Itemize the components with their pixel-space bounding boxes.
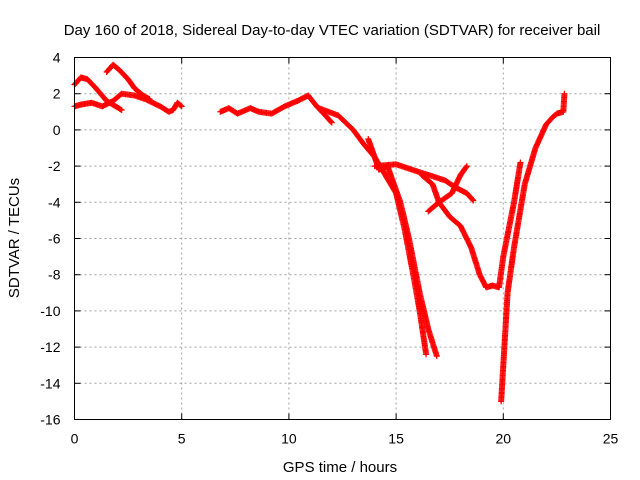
data-point-marker: [469, 196, 476, 203]
plot-frame: [74, 57, 611, 420]
data-point-marker: [328, 119, 335, 126]
x-tick-label: 15: [388, 431, 404, 447]
y-tick-label: 2: [53, 86, 61, 102]
y-tick-label: -16: [40, 412, 60, 428]
series-trace-2: [71, 74, 125, 113]
data-point-marker: [327, 118, 334, 125]
data-point-marker: [118, 106, 125, 113]
data-point-marker: [561, 90, 568, 97]
y-tick-label: -12: [40, 339, 60, 355]
data-point-marker: [117, 106, 124, 113]
chart-title: Day 160 of 2018, Sidereal Day-to-day VTE…: [64, 22, 601, 39]
y-tick-label: -10: [40, 303, 60, 319]
x-tick-label: 5: [178, 431, 186, 447]
data-point-marker: [470, 197, 477, 204]
x-tick-label: 25: [603, 431, 619, 447]
series-trace-1: [71, 90, 185, 115]
x-tick-label: 10: [281, 431, 297, 447]
x-tick-label: 20: [496, 431, 512, 447]
data-point-marker: [517, 159, 524, 166]
y-tick-label: 4: [53, 50, 61, 66]
data-point-marker: [433, 353, 440, 360]
series-trace-4: [217, 92, 335, 126]
data-point-marker: [146, 96, 153, 103]
series-trace-9: [425, 163, 470, 215]
marker-layer: [71, 61, 568, 405]
series-trace-10: [498, 90, 568, 405]
series-trace-8: [418, 159, 524, 291]
x-tick-label: 0: [71, 431, 79, 447]
y-tick-label: -4: [48, 194, 61, 210]
series-trace-6: [365, 135, 440, 360]
data-point-marker: [423, 351, 430, 358]
data-point-marker: [177, 102, 184, 109]
y-tick-label: -2: [48, 158, 61, 174]
series-trace-7: [371, 161, 477, 204]
grid-layer: [74, 57, 611, 420]
data-point-marker: [145, 95, 152, 102]
series-trace-3: [103, 61, 153, 103]
y-axis-label: SDTVAR / TECUs: [6, 178, 23, 298]
data-point-marker: [463, 163, 470, 170]
series-trace-5: [315, 105, 430, 358]
y-tick-label: -14: [40, 375, 60, 391]
y-tick-label: -8: [48, 267, 61, 283]
data-point-marker: [178, 103, 185, 110]
data-point-marker: [463, 164, 470, 171]
x-axis-label: GPS time / hours: [283, 459, 397, 476]
y-tick-label: -6: [48, 231, 61, 247]
y-tick-label: 0: [53, 122, 61, 138]
